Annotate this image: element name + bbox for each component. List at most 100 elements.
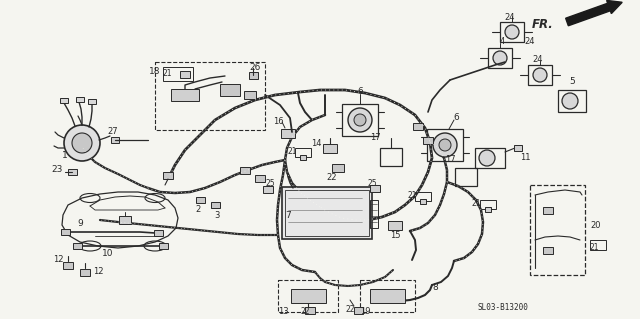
Bar (305, 307, 315, 314)
Bar (388, 220, 402, 229)
Bar (300, 154, 306, 160)
Text: 21: 21 (590, 243, 600, 253)
Bar (76, 97, 84, 101)
Circle shape (493, 51, 507, 65)
Text: 17: 17 (370, 133, 380, 143)
Bar (255, 174, 265, 182)
Text: 21: 21 (407, 191, 417, 201)
Text: 6: 6 (453, 113, 459, 122)
Text: 8: 8 (432, 284, 438, 293)
Text: 6: 6 (357, 87, 363, 97)
Bar (514, 145, 522, 151)
Text: 21: 21 (163, 70, 172, 78)
Bar (530, 185, 585, 275)
Bar (475, 148, 505, 168)
Bar (281, 129, 295, 137)
Text: 12: 12 (93, 268, 103, 277)
Text: 16: 16 (273, 117, 284, 127)
Text: FR.: FR. (531, 19, 553, 32)
Bar (295, 148, 311, 157)
Text: 4: 4 (499, 38, 504, 47)
Bar (590, 240, 606, 250)
Bar (154, 230, 163, 236)
Bar (159, 243, 168, 249)
Bar (485, 206, 491, 211)
Circle shape (72, 133, 92, 153)
Bar (195, 197, 205, 203)
Bar (248, 71, 257, 78)
Bar (285, 190, 369, 236)
Bar (500, 22, 524, 42)
Bar (488, 48, 512, 68)
Circle shape (505, 25, 519, 39)
Text: 3: 3 (214, 211, 220, 219)
Text: 24: 24 (525, 38, 535, 47)
Bar (480, 200, 496, 209)
Bar (88, 99, 96, 103)
Circle shape (64, 125, 100, 161)
Text: 1: 1 (62, 151, 68, 160)
Text: 17: 17 (445, 155, 455, 165)
Text: 13: 13 (278, 307, 288, 315)
Circle shape (348, 108, 372, 132)
Bar (543, 247, 553, 254)
Bar (63, 262, 73, 269)
Text: 14: 14 (311, 138, 321, 147)
Text: 7: 7 (285, 211, 291, 219)
Bar (543, 206, 553, 213)
Bar (80, 269, 90, 276)
Bar (370, 184, 380, 191)
Bar (413, 122, 423, 130)
Bar (163, 172, 173, 179)
Bar (119, 216, 131, 224)
Bar (370, 200, 378, 228)
Bar (455, 168, 477, 186)
Text: 25: 25 (265, 179, 275, 188)
Bar (353, 307, 362, 314)
Text: 9: 9 (77, 219, 83, 228)
Bar (180, 70, 190, 78)
Bar (244, 91, 256, 99)
Bar (360, 280, 415, 312)
Bar (415, 192, 431, 201)
Bar (369, 289, 404, 303)
Circle shape (433, 133, 457, 157)
Bar (423, 137, 433, 144)
Text: 18: 18 (148, 68, 160, 77)
Bar (263, 186, 273, 192)
Bar (211, 202, 220, 208)
Bar (111, 137, 119, 143)
Bar (558, 90, 586, 112)
Text: 19: 19 (360, 307, 371, 315)
Bar (427, 129, 463, 161)
Text: 15: 15 (390, 231, 400, 240)
Text: SL03-B13200: SL03-B13200 (478, 303, 529, 313)
Text: 10: 10 (102, 249, 114, 258)
Bar (171, 89, 199, 101)
Bar (278, 280, 338, 312)
Bar (67, 169, 77, 175)
Text: 24: 24 (505, 13, 515, 23)
Text: 22: 22 (345, 306, 355, 315)
Bar (380, 148, 402, 166)
Text: 2: 2 (195, 205, 200, 214)
Text: 22: 22 (327, 174, 337, 182)
Bar (323, 144, 337, 152)
Text: 23: 23 (51, 166, 63, 174)
Text: 24: 24 (532, 56, 543, 64)
Text: 21: 21 (472, 199, 481, 209)
Circle shape (479, 150, 495, 166)
Text: 11: 11 (520, 153, 531, 162)
FancyArrow shape (566, 0, 622, 26)
Bar (291, 289, 326, 303)
Circle shape (533, 68, 547, 82)
Bar (342, 104, 378, 136)
Bar (155, 62, 265, 130)
Text: 25: 25 (367, 179, 377, 188)
Bar (60, 98, 68, 102)
Bar (420, 198, 426, 204)
Bar (61, 229, 70, 235)
Bar (72, 243, 81, 249)
Text: 27: 27 (108, 128, 118, 137)
Text: 26: 26 (250, 63, 260, 71)
